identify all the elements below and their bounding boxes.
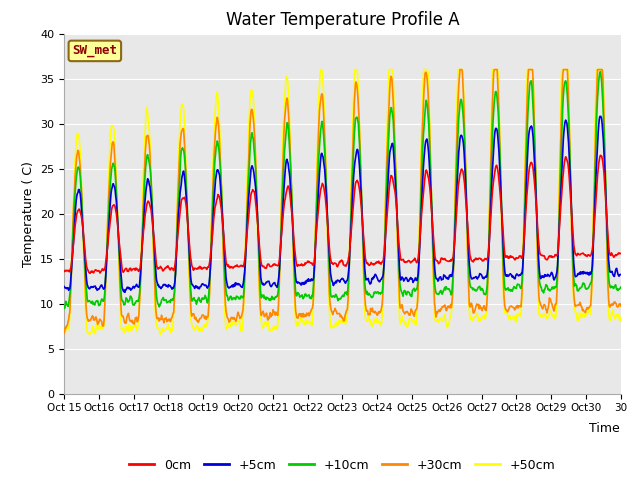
+50cm — [87, 330, 95, 336]
+10cm — [292, 290, 300, 296]
0cm — [589, 234, 597, 240]
+5cm — [617, 272, 625, 277]
+10cm — [388, 112, 396, 118]
Text: SW_met: SW_met — [72, 44, 117, 58]
+50cm — [291, 308, 299, 314]
Line: 0cm: 0cm — [64, 156, 621, 273]
+50cm — [388, 67, 396, 72]
Title: Water Temperature Profile A: Water Temperature Profile A — [225, 11, 460, 29]
+30cm — [617, 303, 625, 309]
0cm — [60, 269, 68, 275]
+10cm — [596, 69, 604, 74]
+10cm — [88, 300, 95, 306]
Line: +5cm: +5cm — [64, 116, 621, 292]
+30cm — [388, 78, 396, 84]
+50cm — [163, 325, 171, 331]
+5cm — [596, 113, 604, 119]
+30cm — [291, 298, 299, 303]
+5cm — [292, 275, 300, 280]
0cm — [86, 270, 94, 276]
+30cm — [60, 331, 68, 336]
+30cm — [456, 67, 464, 72]
+5cm — [589, 238, 597, 243]
0cm — [388, 175, 396, 181]
+10cm — [589, 230, 597, 236]
+5cm — [87, 284, 95, 290]
X-axis label: Time: Time — [589, 422, 620, 435]
+5cm — [60, 284, 68, 289]
+5cm — [388, 141, 396, 146]
+30cm — [163, 318, 171, 324]
+30cm — [589, 219, 597, 225]
Legend: 0cm, +5cm, +10cm, +30cm, +50cm: 0cm, +5cm, +10cm, +30cm, +50cm — [124, 454, 561, 477]
+10cm — [61, 306, 68, 312]
0cm — [596, 153, 604, 158]
Line: +10cm: +10cm — [64, 72, 621, 309]
+50cm — [598, 67, 606, 72]
+50cm — [60, 332, 68, 337]
+10cm — [617, 284, 625, 290]
+10cm — [60, 303, 68, 309]
+10cm — [164, 299, 172, 305]
0cm — [164, 263, 172, 269]
0cm — [292, 255, 300, 261]
0cm — [599, 159, 607, 165]
+5cm — [164, 284, 172, 290]
0cm — [88, 268, 95, 274]
+50cm — [317, 67, 324, 72]
Line: +50cm: +50cm — [64, 70, 621, 335]
+10cm — [599, 99, 607, 105]
0cm — [617, 251, 625, 256]
+5cm — [599, 130, 607, 135]
Y-axis label: Temperature ( C): Temperature ( C) — [22, 161, 35, 266]
+30cm — [87, 317, 95, 323]
+50cm — [589, 201, 597, 207]
+5cm — [121, 289, 129, 295]
+50cm — [617, 314, 625, 320]
Line: +30cm: +30cm — [64, 70, 621, 334]
+30cm — [598, 67, 606, 72]
